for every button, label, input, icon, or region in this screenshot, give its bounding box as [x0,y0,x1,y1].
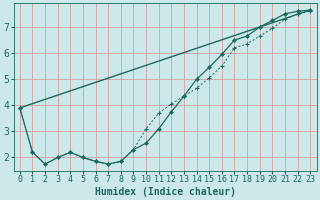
X-axis label: Humidex (Indice chaleur): Humidex (Indice chaleur) [94,186,236,197]
